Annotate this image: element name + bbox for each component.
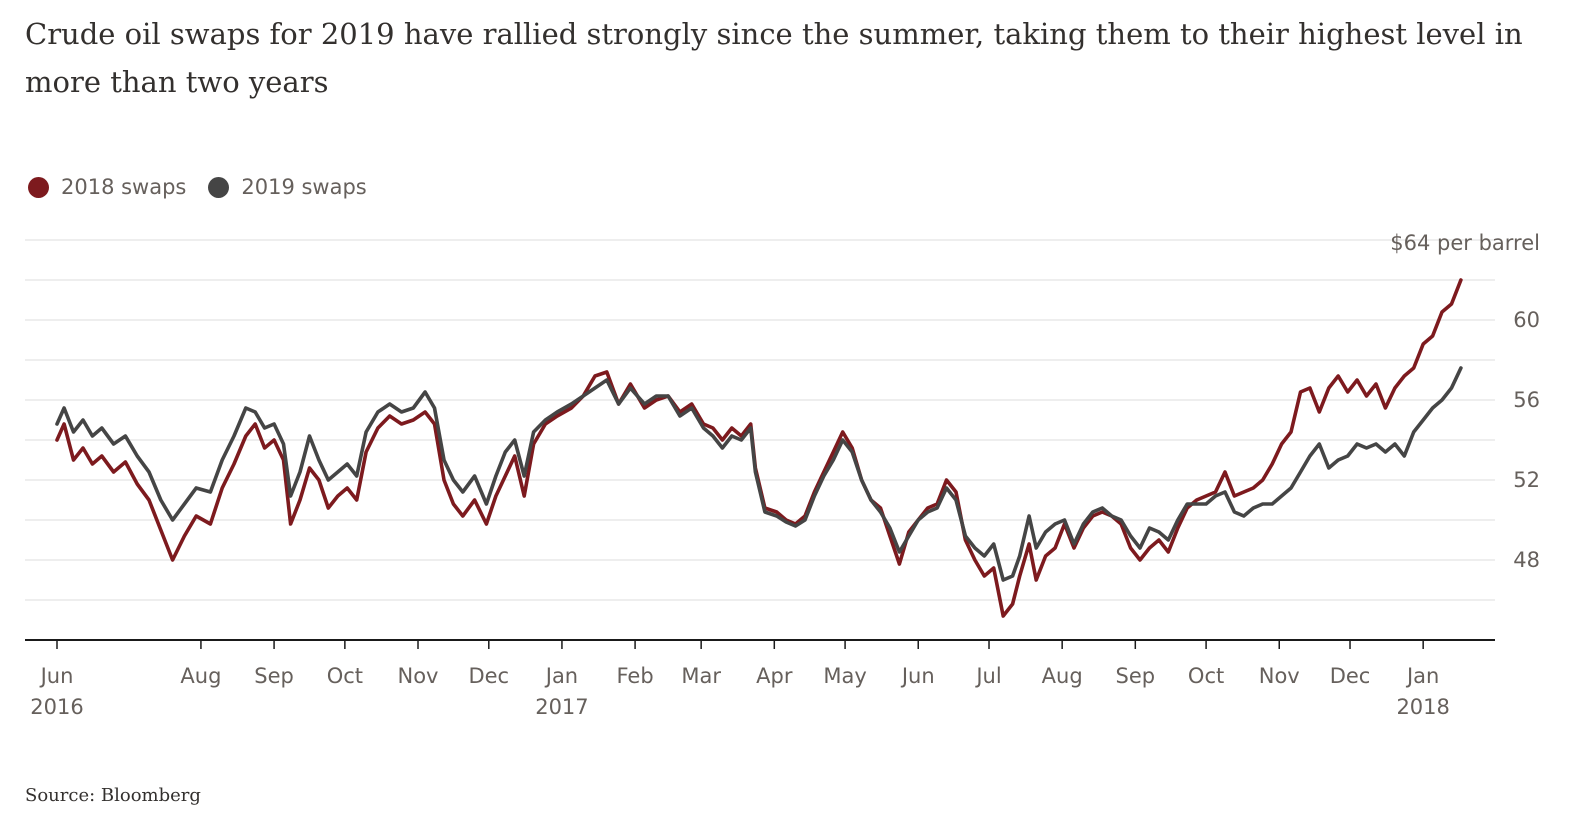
x-tick-year-label: 2017 <box>535 695 588 719</box>
x-tick-label: Oct <box>1188 664 1224 688</box>
y-tick-label: 60 <box>1513 308 1540 332</box>
x-tick-label: Feb <box>616 664 653 688</box>
y-tick-label: 48 <box>1513 548 1540 572</box>
x-tick-label: Mar <box>681 664 721 688</box>
legend-label-2018: 2018 swaps <box>61 175 187 199</box>
legend-item-2018: 2018 swaps <box>28 175 186 199</box>
source-note: Source: Bloomberg <box>25 785 201 806</box>
x-tick-label: Aug <box>180 664 221 688</box>
x-tick-label: May <box>823 664 866 688</box>
y-unit-label: $64 per barrel <box>1390 231 1540 255</box>
x-tick-label: Dec <box>468 664 509 688</box>
chart-title: Crude oil swaps for 2019 have rallied st… <box>25 17 1523 99</box>
y-tick-label: 52 <box>1513 468 1540 492</box>
x-tick-label: Apr <box>756 664 793 688</box>
x-tick-label: Jan <box>1405 664 1439 688</box>
x-tick-label: Nov <box>1259 664 1300 688</box>
legend-swatch-2019 <box>208 176 230 198</box>
x-tick-label: Nov <box>398 664 439 688</box>
legend-swatch-2018 <box>28 176 49 198</box>
x-tick-year-label: 2018 <box>1396 695 1449 719</box>
x-tick-label: Sep <box>1116 664 1156 688</box>
line-chart: 48 52 56 60 $64 per barrel Jun 2016 Aug Sep Oct No… <box>25 231 1540 719</box>
series-line-2019 <box>55 366 1463 582</box>
legend: 2018 swaps 2019 swaps <box>28 172 389 202</box>
x-tick-year-label: 2016 <box>30 695 83 719</box>
x-tick-label: Aug <box>1042 664 1083 688</box>
x-tick-label: Jul <box>974 664 1001 688</box>
x-tick-label: Oct <box>327 664 363 688</box>
x-tick-label: Jan <box>544 664 578 688</box>
y-tick-label: 56 <box>1513 388 1540 412</box>
x-tick-label: Jun <box>900 664 935 688</box>
legend-item-2019: 2019 swaps <box>208 175 367 199</box>
x-tick-label: Dec <box>1330 664 1371 688</box>
x-tick-label: Sep <box>254 664 294 688</box>
legend-label-2019: 2019 swaps <box>241 175 367 199</box>
x-tick-label: Jun <box>39 664 74 688</box>
series-line-2018 <box>55 278 1463 618</box>
